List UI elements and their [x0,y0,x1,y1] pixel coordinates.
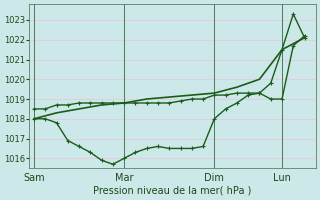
X-axis label: Pression niveau de la mer( hPa ): Pression niveau de la mer( hPa ) [93,186,252,196]
